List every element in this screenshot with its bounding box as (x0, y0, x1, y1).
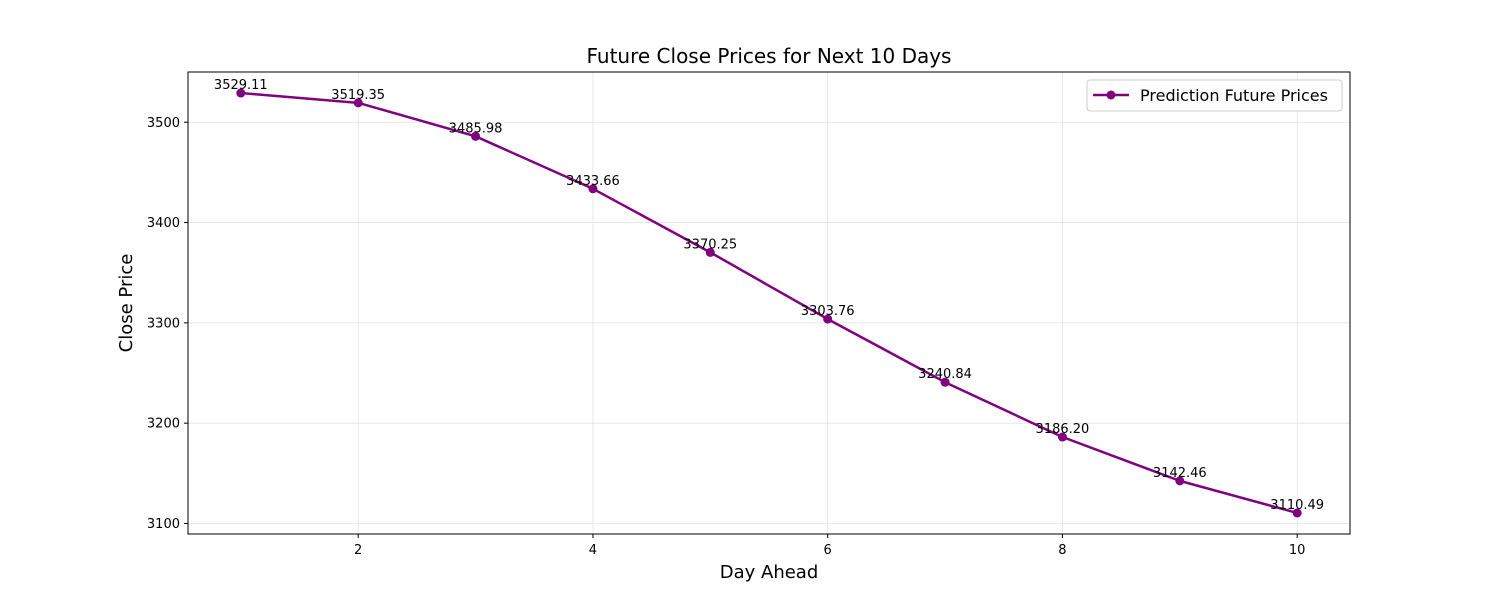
data-point-label: 3303.76 (801, 304, 855, 319)
plot-area-frame (187, 71, 1351, 535)
x-tick-label: 10 (1289, 543, 1306, 558)
data-point-label: 3142.46 (1153, 466, 1207, 481)
axis-ticks: 2 4 6 8 10 3100 3200 3300 3400 3500 (147, 116, 1306, 558)
data-point-label: 3240.84 (918, 367, 972, 382)
data-point-label: 3110.49 (1270, 498, 1324, 513)
data-point-label: 3485.98 (449, 121, 503, 136)
data-point-marker (705, 247, 715, 257)
data-point-marker (1175, 476, 1185, 486)
y-axis-label: Close Price (116, 254, 137, 353)
chart-title: Future Close Prices for Next 10 Days (587, 44, 952, 68)
x-tick-label: 6 (824, 543, 832, 558)
legend-entry-label: Prediction Future Prices (1140, 86, 1328, 105)
x-tick-label: 2 (354, 543, 362, 558)
y-tick-label: 3500 (147, 116, 180, 131)
data-point-marker (353, 98, 363, 108)
data-point-marker (940, 377, 950, 387)
y-tick-label: 3100 (147, 517, 180, 532)
data-point-marker (588, 184, 598, 194)
data-point-marker (1292, 508, 1302, 518)
x-axis-label: Day Ahead (720, 562, 819, 583)
legend-marker-icon (1106, 90, 1116, 100)
x-tick-label: 4 (589, 543, 597, 558)
series-layer (236, 88, 1302, 518)
data-point-label: 3433.66 (566, 174, 620, 189)
x-tick-label: 8 (1058, 543, 1066, 558)
data-point-marker (236, 88, 246, 98)
data-point-label: 3370.25 (683, 237, 737, 252)
data-point-marker (1057, 432, 1067, 442)
data-labels: 3529.11 3519.35 3485.98 3433.66 3370.25 3303.… (214, 78, 1324, 513)
legend: Prediction Future Prices (1086, 79, 1343, 112)
data-point-marker (823, 314, 833, 324)
data-point-label: 3186.20 (1036, 422, 1090, 437)
y-tick-label: 3200 (147, 417, 180, 432)
data-point-label: 3529.11 (214, 78, 268, 93)
data-point-marker (471, 131, 481, 141)
y-tick-label: 3400 (147, 216, 180, 231)
data-point-label: 3519.35 (331, 88, 385, 103)
series-line (240, 91, 1298, 515)
grid (188, 72, 1350, 534)
legend-box (1086, 79, 1343, 112)
y-tick-label: 3300 (147, 316, 180, 331)
